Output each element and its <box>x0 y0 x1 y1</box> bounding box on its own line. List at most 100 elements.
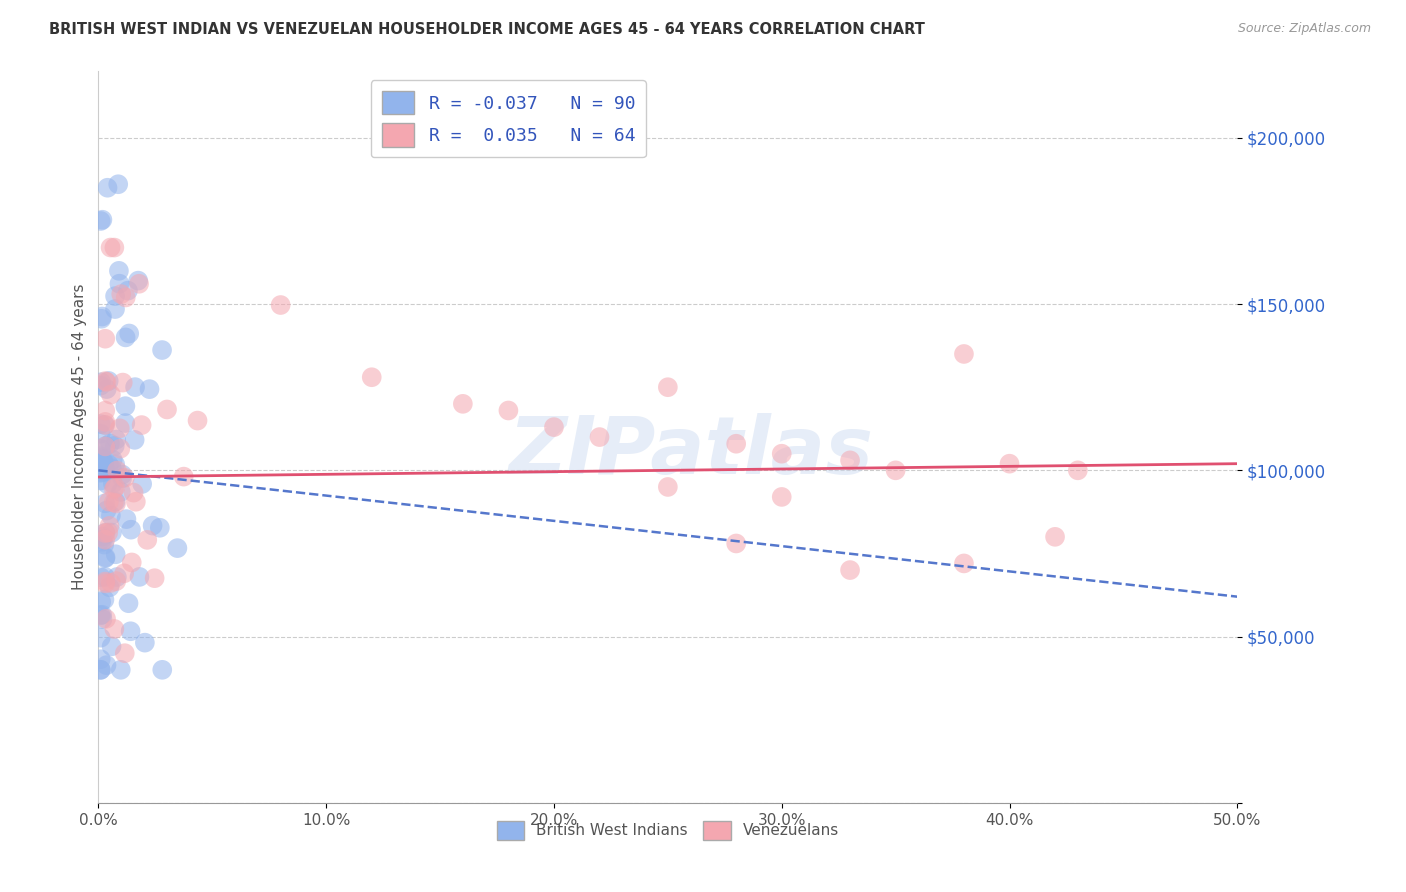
Point <box>104 494 127 508</box>
Point <box>105 464 128 478</box>
Point <box>94 439 117 453</box>
Point <box>91 530 114 544</box>
Point <box>1043 530 1066 544</box>
Point <box>100 640 122 654</box>
Point <box>90 442 112 456</box>
Point <box>111 467 134 482</box>
Point <box>117 284 139 298</box>
Point <box>103 495 125 509</box>
Point <box>94 570 117 584</box>
Point <box>770 490 793 504</box>
Point <box>91 452 114 467</box>
Point <box>149 521 172 535</box>
Text: BRITISH WEST INDIAN VS VENEZUELAN HOUSEHOLDER INCOME AGES 45 - 64 YEARS CORRELAT: BRITISH WEST INDIAN VS VENEZUELAN HOUSEH… <box>49 22 925 37</box>
Legend: British West Indians, Venezuelans: British West Indians, Venezuelans <box>491 814 845 847</box>
Point <box>114 646 136 660</box>
Point <box>90 465 112 479</box>
Point <box>96 180 118 194</box>
Point <box>90 652 112 666</box>
Point <box>98 458 121 472</box>
Point <box>90 663 112 677</box>
Point <box>150 663 173 677</box>
Point <box>186 413 208 427</box>
Point <box>98 580 121 594</box>
Point <box>117 596 139 610</box>
Point <box>105 574 128 588</box>
Point <box>131 476 153 491</box>
Point <box>657 380 679 394</box>
Point <box>125 494 148 508</box>
Point <box>103 622 125 636</box>
Point <box>108 277 131 291</box>
Point <box>110 442 132 456</box>
Point <box>104 289 127 303</box>
Point <box>91 607 114 622</box>
Point <box>101 461 124 475</box>
Point <box>94 403 117 417</box>
Point <box>588 430 610 444</box>
Point <box>94 526 117 541</box>
Point <box>94 576 117 591</box>
Point <box>112 566 135 581</box>
Text: ZIPatlas: ZIPatlas <box>508 413 873 491</box>
Point <box>90 426 112 441</box>
Point <box>110 287 132 301</box>
Point <box>543 420 565 434</box>
Point <box>94 533 117 547</box>
Point <box>128 570 150 584</box>
Point <box>884 463 907 477</box>
Point <box>657 480 679 494</box>
Point <box>114 399 136 413</box>
Point <box>100 387 122 401</box>
Point <box>90 449 112 463</box>
Point <box>90 375 112 389</box>
Point <box>94 439 117 453</box>
Point <box>94 415 117 429</box>
Point <box>94 612 117 626</box>
Point <box>122 485 145 500</box>
Point <box>110 484 132 499</box>
Point <box>1067 463 1090 477</box>
Point <box>97 374 120 388</box>
Point <box>94 574 117 589</box>
Point <box>90 570 112 584</box>
Point <box>90 378 112 392</box>
Point <box>97 525 120 540</box>
Point <box>93 592 115 607</box>
Point <box>100 575 122 590</box>
Point <box>104 547 127 561</box>
Point <box>166 541 188 555</box>
Point <box>725 436 748 450</box>
Point <box>136 533 159 547</box>
Point <box>100 508 122 523</box>
Point <box>93 538 115 552</box>
Point <box>110 663 132 677</box>
Point <box>498 403 520 417</box>
Point <box>91 212 114 227</box>
Point <box>725 536 748 550</box>
Point <box>91 612 114 626</box>
Point <box>103 482 125 496</box>
Point <box>90 311 112 326</box>
Point <box>270 298 292 312</box>
Point <box>104 480 127 494</box>
Point <box>96 658 118 673</box>
Point <box>97 494 120 508</box>
Point <box>114 330 136 344</box>
Point <box>120 624 142 639</box>
Point <box>90 450 112 465</box>
Point <box>108 421 131 435</box>
Point <box>98 519 121 533</box>
Point <box>839 563 862 577</box>
Point <box>94 465 117 479</box>
Y-axis label: Householder Income Ages 45 - 64 years: Householder Income Ages 45 - 64 years <box>72 284 87 591</box>
Point <box>104 458 127 472</box>
Point <box>91 534 114 549</box>
Point <box>96 375 118 389</box>
Point <box>173 469 195 483</box>
Point <box>90 595 112 609</box>
Point <box>131 418 153 433</box>
Point <box>998 457 1021 471</box>
Point <box>138 382 160 396</box>
Point <box>156 402 179 417</box>
